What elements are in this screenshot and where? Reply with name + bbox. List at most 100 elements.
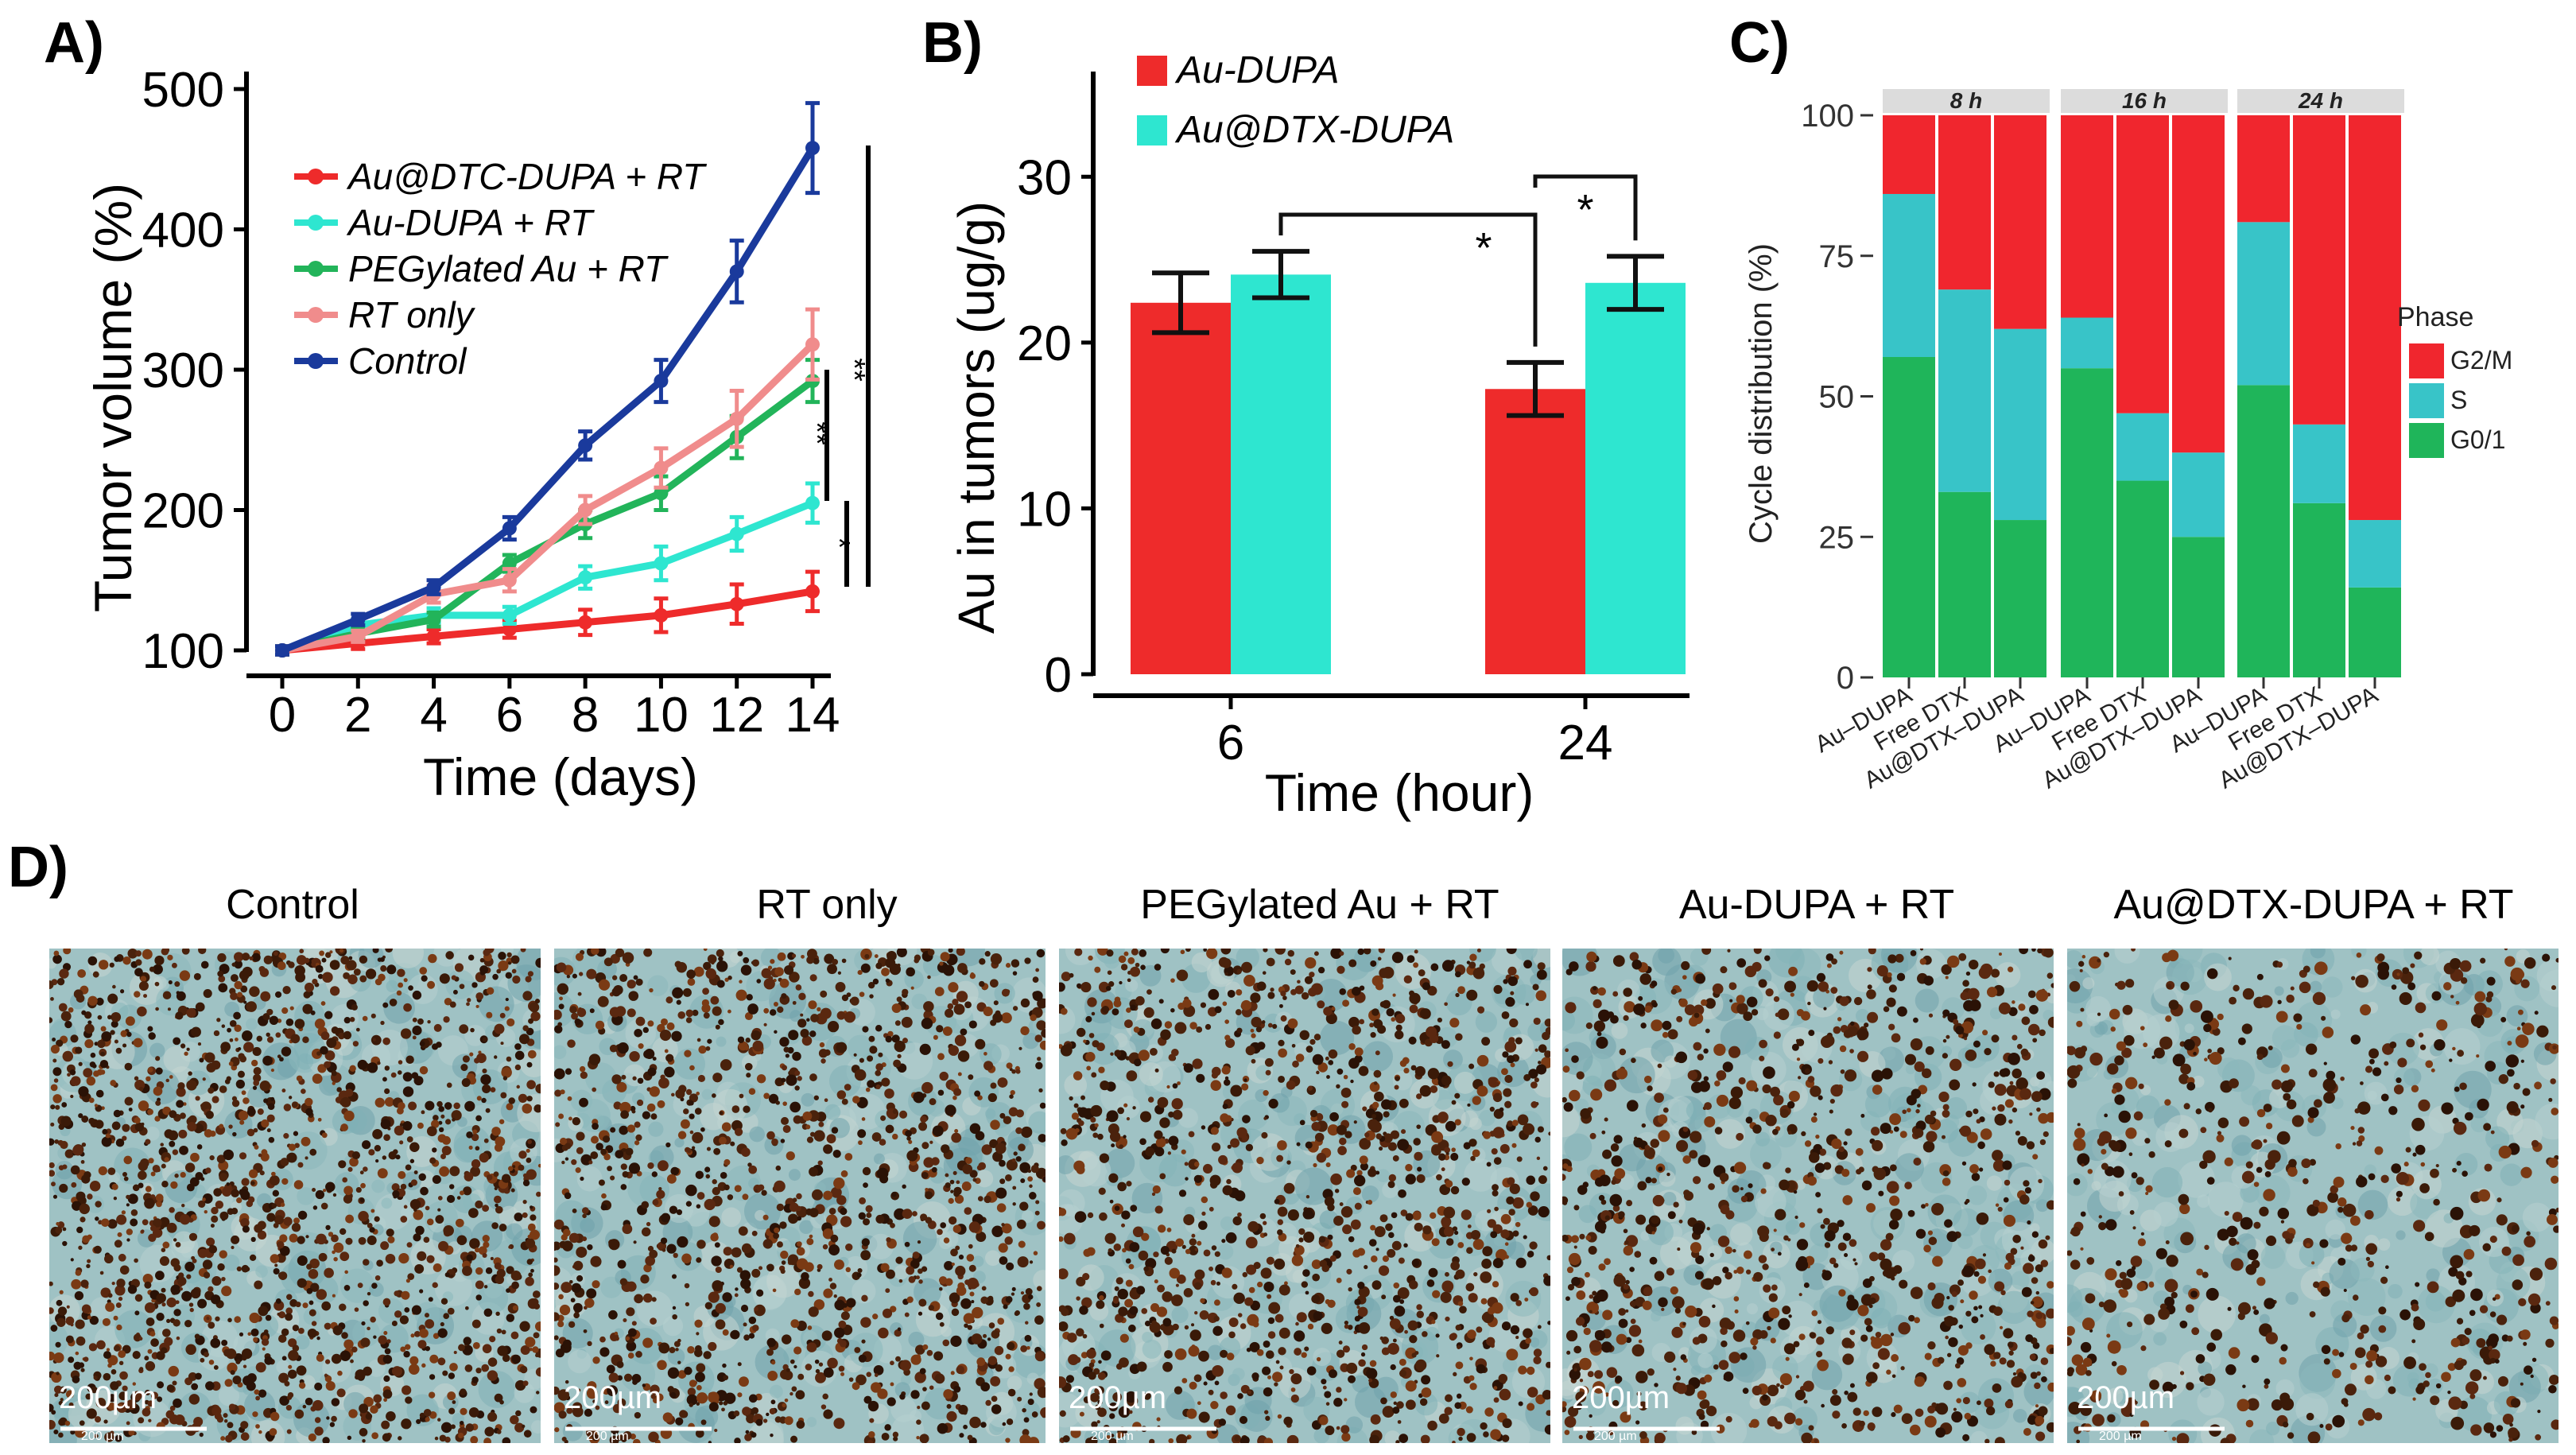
micro-nucleus-0-1282 bbox=[236, 1197, 242, 1204]
micro-nucleus-1-1110 bbox=[572, 1117, 581, 1126]
micro-nucleus-1-563 bbox=[664, 1066, 675, 1078]
micro-nucleus-1-1305 bbox=[906, 1150, 918, 1162]
micro-nucleus-0-731 bbox=[518, 1150, 527, 1159]
micro-nucleus-1-1121 bbox=[685, 1009, 693, 1018]
micro-nucleus-0-1747 bbox=[128, 1429, 135, 1436]
micro-nucleus-0-368 bbox=[418, 1173, 426, 1181]
micro-nucleus-0-1342 bbox=[305, 1097, 313, 1107]
micro-nucleus-1-1287 bbox=[957, 1072, 962, 1077]
micro-nucleus-1-201 bbox=[931, 1157, 940, 1166]
micro-nucleus-1-1221 bbox=[647, 1162, 654, 1170]
micro-nucleus-1-1315 bbox=[867, 1055, 874, 1062]
micro-nucleus-0-530 bbox=[217, 1263, 225, 1271]
micro-nucleus-0-1478 bbox=[479, 970, 486, 976]
micro-nucleus-1-475 bbox=[936, 1025, 944, 1033]
micro-nucleus-1-989 bbox=[577, 991, 582, 996]
micro-nucleus-1-1286 bbox=[686, 1147, 692, 1154]
micro-nucleus-0-1623 bbox=[464, 1100, 475, 1112]
micro-tissue-2-195 bbox=[1528, 1329, 1548, 1349]
micro-nucleus-1-403 bbox=[555, 1143, 565, 1154]
micro-nucleus-0-831 bbox=[482, 1205, 490, 1212]
micro-nucleus-0-1757 bbox=[156, 1201, 162, 1208]
micro-nucleus-1-727 bbox=[951, 1262, 955, 1267]
micro-nucleus-0-1116 bbox=[49, 1307, 54, 1314]
micro-nucleus-0-1065 bbox=[399, 1315, 409, 1325]
micro-nucleus-1-217 bbox=[887, 1030, 894, 1038]
micro-nucleus-1-887 bbox=[689, 1379, 697, 1387]
micro-nucleus-1-245 bbox=[869, 1046, 878, 1054]
micro-nucleus-1-1376 bbox=[635, 1016, 646, 1026]
micro-nucleus-1-1162 bbox=[833, 1178, 845, 1189]
micro-nucleus-1-1021 bbox=[1034, 1034, 1043, 1042]
micro-nucleus-1-955 bbox=[784, 964, 794, 976]
micro-nucleus-1-96 bbox=[894, 1329, 902, 1337]
micro-nucleus-1-522 bbox=[963, 1313, 975, 1325]
micro-nucleus-0-803 bbox=[157, 1396, 163, 1403]
micro-nucleus-0-654 bbox=[363, 1259, 370, 1266]
micro-nucleus-1-209 bbox=[692, 1131, 704, 1144]
micro-nucleus-0-1732 bbox=[343, 1110, 355, 1122]
micro-nucleus-1-743 bbox=[667, 1367, 680, 1379]
micro-nucleus-2-466 bbox=[1317, 1000, 1325, 1009]
micro-nucleus-2-336 bbox=[1529, 1287, 1538, 1297]
micro-nucleus-0-737 bbox=[247, 1332, 251, 1337]
micro-nucleus-1-1225 bbox=[999, 1112, 1006, 1119]
micro-nucleus-2-292 bbox=[1527, 1403, 1535, 1411]
micro-tissue-1-231 bbox=[991, 1353, 1017, 1379]
micro-nucleus-1-902 bbox=[922, 1344, 929, 1350]
micro-nucleus-0-1688 bbox=[272, 1189, 280, 1197]
micro-nucleus-1-293 bbox=[734, 1438, 741, 1443]
micro-nucleus-2-309 bbox=[1149, 1438, 1155, 1443]
micro-nucleus-1-1247 bbox=[857, 969, 863, 976]
micro-nucleus-2-142 bbox=[1290, 1387, 1296, 1392]
micro-nucleus-0-1666 bbox=[143, 994, 148, 999]
micro-tissue-2-207 bbox=[1142, 1331, 1154, 1343]
micro-nucleus-0-799 bbox=[197, 1200, 206, 1209]
micro-tissue-1-209 bbox=[914, 1278, 941, 1306]
micro-nucleus-0-726 bbox=[394, 1125, 405, 1136]
micro-nucleus-1-478 bbox=[834, 1299, 845, 1311]
micro-nucleus-1-991 bbox=[974, 1282, 980, 1287]
micro-nucleus-2-210 bbox=[1347, 1325, 1353, 1330]
micro-nucleus-0-1270 bbox=[241, 1264, 250, 1273]
micro-nucleus-1-1342 bbox=[662, 1412, 673, 1422]
micro-nucleus-1-1066 bbox=[578, 1007, 583, 1011]
micro-nucleus-0-758 bbox=[55, 1341, 61, 1348]
micro-nucleus-0-157 bbox=[537, 1163, 541, 1168]
panel-label-d: D) bbox=[8, 836, 68, 899]
micro-nucleus-1-480 bbox=[881, 1432, 890, 1441]
micro-nucleus-0-1004 bbox=[278, 1372, 289, 1383]
micro-nucleus-1-1388 bbox=[875, 1025, 883, 1032]
micro-nucleus-1-674 bbox=[561, 1160, 565, 1165]
micro-nucleus-0-1560 bbox=[58, 1400, 64, 1406]
micrograph-2: 200µm 200 µm bbox=[1059, 949, 1550, 1443]
micro-nucleus-0-870 bbox=[258, 1306, 269, 1317]
micro-nucleus-0-533 bbox=[339, 1350, 351, 1362]
micro-nucleus-2-320 bbox=[1091, 1011, 1096, 1016]
micro-nucleus-0-1477 bbox=[429, 1354, 439, 1364]
micro-nucleus-1-1368 bbox=[935, 1312, 944, 1321]
micro-nucleus-0-1438 bbox=[415, 1225, 425, 1236]
micro-nucleus-2-23 bbox=[1109, 1413, 1115, 1419]
micro-nucleus-2-118 bbox=[1262, 1366, 1271, 1375]
micro-nucleus-0-446 bbox=[494, 1195, 502, 1204]
micro-nucleus-0-1326 bbox=[522, 1173, 528, 1178]
micro-nucleus-1-441 bbox=[946, 1410, 957, 1422]
micro-nucleus-0-376 bbox=[278, 1311, 286, 1319]
micro-nucleus-1-279 bbox=[1011, 1069, 1016, 1074]
micro-nucleus-0-1013 bbox=[176, 991, 180, 995]
micro-nucleus-2-232 bbox=[1257, 1281, 1263, 1288]
micro-nucleus-1-905 bbox=[797, 1018, 807, 1028]
micro-nucleus-0-439 bbox=[518, 1164, 525, 1171]
micro-nucleus-0-765 bbox=[307, 1328, 317, 1338]
micro-nucleus-0-171 bbox=[357, 1282, 363, 1288]
micro-nucleus-0-1335 bbox=[443, 1313, 450, 1320]
micro-nucleus-2-26 bbox=[1499, 1388, 1511, 1401]
micro-nucleus-2-177 bbox=[1392, 993, 1396, 997]
micro-nucleus-0-1082 bbox=[343, 1339, 354, 1349]
micro-nucleus-1-626 bbox=[734, 1293, 739, 1298]
micro-nucleus-2-378 bbox=[1428, 1267, 1438, 1278]
micro-nucleus-0-1163 bbox=[475, 1115, 482, 1122]
micro-nucleus-2-617 bbox=[1367, 1200, 1373, 1205]
micro-nucleus-0-1027 bbox=[277, 961, 286, 971]
